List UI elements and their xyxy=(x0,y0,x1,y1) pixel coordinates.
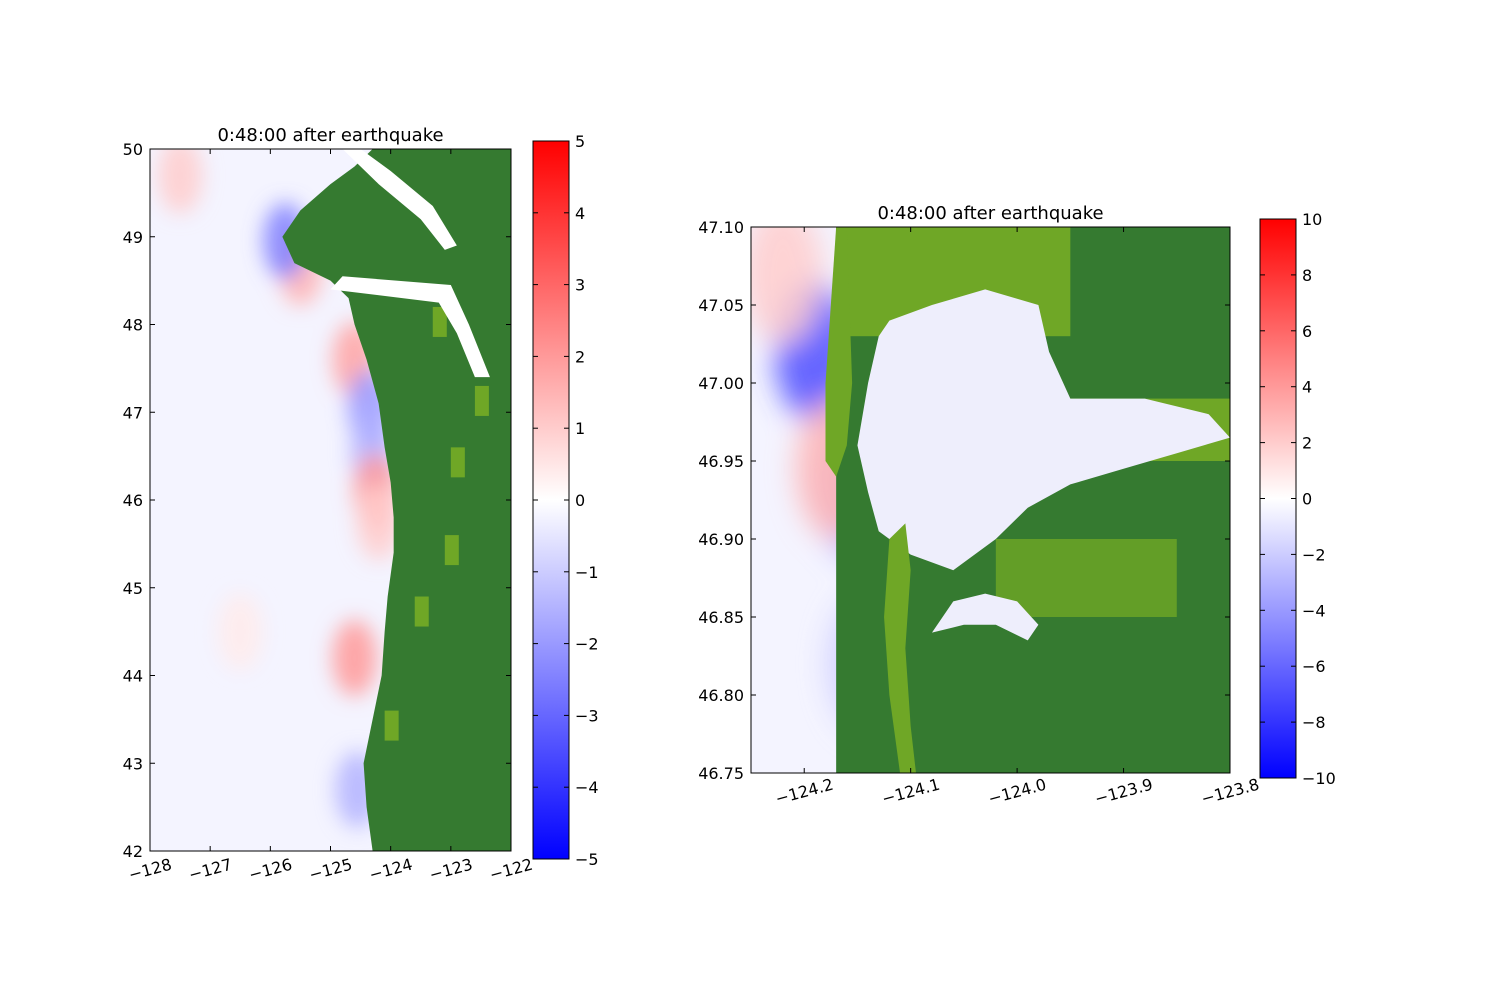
colorbar-tick-label: 5 xyxy=(575,132,585,151)
colorbar-bar xyxy=(532,140,570,860)
anomaly-patch xyxy=(218,593,263,670)
y-tick-label: 46.95 xyxy=(698,452,744,471)
colorbar-tick-label: −8 xyxy=(1302,713,1326,732)
x-tick-label: −123.9 xyxy=(1093,775,1155,809)
plot-area xyxy=(150,149,511,851)
y-tick-label: 43 xyxy=(123,754,143,773)
y-tick-label: 45 xyxy=(123,579,143,598)
x-tick-label: −124.0 xyxy=(986,775,1048,809)
colorbar-tick-label: −2 xyxy=(1302,545,1326,564)
bay-water xyxy=(857,289,1230,571)
panel-2: −124.2 −124.1 −124.0 −123.9 −123.8 46.75 46.80… xyxy=(698,203,1261,808)
y-tick-label: 47.00 xyxy=(698,374,744,393)
colorbar-tick-label: 8 xyxy=(1302,266,1312,285)
x-tick-label: −125 xyxy=(307,855,354,885)
x-tick-label: −124.2 xyxy=(773,775,835,809)
lowland-patch xyxy=(444,535,459,566)
y-tick-label: 46.75 xyxy=(698,764,744,783)
strait-water xyxy=(330,276,490,378)
y-tick-label: 46.80 xyxy=(698,686,744,705)
lowland-patch xyxy=(450,447,465,478)
north-spit xyxy=(825,227,853,477)
colorbar-tick-label: −10 xyxy=(1302,769,1336,788)
chart-title: 0:48:00 after earthquake xyxy=(877,203,1103,224)
lowland-patch xyxy=(995,539,1177,617)
surface-anomalies xyxy=(158,149,401,828)
colorbar-tick-label: −5 xyxy=(575,850,599,869)
anomaly-patch xyxy=(356,483,401,560)
colorbar-tick-label: −1 xyxy=(575,563,599,582)
colorbar-tick-label: −3 xyxy=(575,706,599,725)
colorbar-tick-label: 0 xyxy=(575,491,585,510)
anomaly-patch xyxy=(158,149,203,214)
colorbar-tick-label: 1 xyxy=(575,419,585,438)
y-tick-label: 42 xyxy=(123,842,143,861)
colorbar-2: 10 8 6 4 2 0 −2 −4 −6 −8 −10 xyxy=(1259,210,1336,788)
x-tick-label: −126 xyxy=(247,855,294,885)
georgia-strait-water xyxy=(342,149,457,250)
colorbar-1: 5 4 3 2 1 0 −1 −2 −3 −4 −5 xyxy=(532,132,599,869)
y-tick-label: 46 xyxy=(123,491,143,510)
y-tick-label: 46.90 xyxy=(698,530,744,549)
colorbar-tick-label: −2 xyxy=(575,635,599,654)
x-tick-label: −123.8 xyxy=(1199,775,1261,809)
colorbar-tick-label: 2 xyxy=(1302,434,1312,453)
colorbar-tick-label: 3 xyxy=(575,276,585,295)
colorbar-tick-label: −4 xyxy=(1302,601,1326,620)
colorbar-tick-label: −4 xyxy=(575,778,599,797)
south-spit xyxy=(884,523,916,773)
colorbar-tick-label: 4 xyxy=(1302,378,1312,397)
y-tick-label: 44 xyxy=(123,667,143,686)
y-tick-label: 48 xyxy=(123,316,143,335)
colorbar-tick-label: 10 xyxy=(1302,210,1322,229)
x-tick-label: −127 xyxy=(187,855,234,885)
x-tick-label: −124.1 xyxy=(880,775,942,809)
colorbar-tick-label: 4 xyxy=(575,204,585,223)
axes-frame xyxy=(750,226,1231,774)
lowland-patch xyxy=(474,385,489,416)
anomaly-patch xyxy=(332,619,377,696)
y-tick-label: 46.85 xyxy=(698,608,744,627)
y-tick-label: 47.10 xyxy=(698,218,744,237)
chart-title: 0:48:00 after earthquake xyxy=(217,125,443,146)
x-tick-label: −123 xyxy=(427,855,474,885)
y-tick-label: 49 xyxy=(123,228,143,247)
anomaly-patch xyxy=(751,227,823,344)
colorbar-tick-label: 0 xyxy=(1302,490,1312,509)
x-tick-label: −122 xyxy=(487,855,534,885)
colorbar-bar xyxy=(1259,218,1297,779)
colorbar-tick-label: 2 xyxy=(575,347,585,366)
x-tick-label: −124 xyxy=(367,855,414,885)
channel-water xyxy=(931,593,1039,641)
panel-1: −128 −127 −126 −125 −124 −123 −122424344454647… xyxy=(123,125,535,884)
colorbar-tick-label: 6 xyxy=(1302,322,1312,341)
y-tick-label: 47 xyxy=(123,403,143,422)
y-tick-label: 47.05 xyxy=(698,296,744,315)
y-tick-label: 50 xyxy=(123,140,143,159)
colorbar-tick-label: −6 xyxy=(1302,657,1326,676)
plot-area xyxy=(751,227,1230,773)
lowland-patch xyxy=(384,710,399,741)
lowland-patch xyxy=(432,306,447,337)
lowland-patch xyxy=(414,596,429,627)
